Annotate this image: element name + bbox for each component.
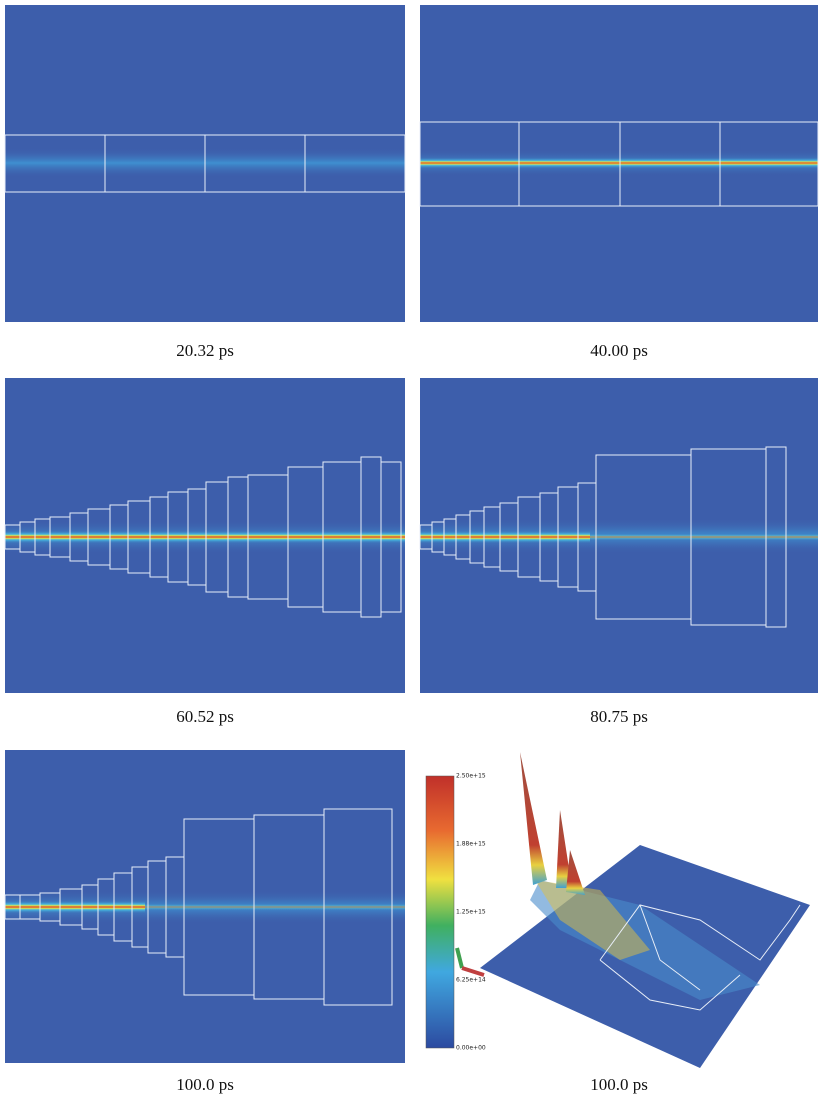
panel (420, 378, 818, 693)
panel-3d: 2.50e+15 1.88e+15 1.25e+15 6.25e+14 0.00… (426, 752, 810, 1068)
colorbar-label: 1.25e+15 (456, 909, 486, 916)
colorbar-label: 6.25e+14 (456, 977, 486, 984)
panel (5, 5, 405, 322)
caption: 80.75 ps (590, 707, 648, 726)
panel (420, 5, 818, 322)
caption: 40.00 ps (590, 341, 648, 360)
panel (5, 378, 405, 693)
colorbar-label: 0.00e+00 (456, 1045, 486, 1052)
caption: 100.0 ps (590, 1075, 648, 1094)
caption: 20.32 ps (176, 341, 234, 360)
colorbar-label: 1.88e+15 (456, 841, 486, 848)
panel (5, 750, 405, 1063)
colorbar-label: 2.50e+15 (456, 773, 486, 780)
caption: 100.0 ps (176, 1075, 234, 1094)
figure: 20.32 ps 40.00 ps 60.52 ps 80.75 ps 100.… (0, 0, 819, 1099)
caption: 60.52 ps (176, 707, 234, 726)
